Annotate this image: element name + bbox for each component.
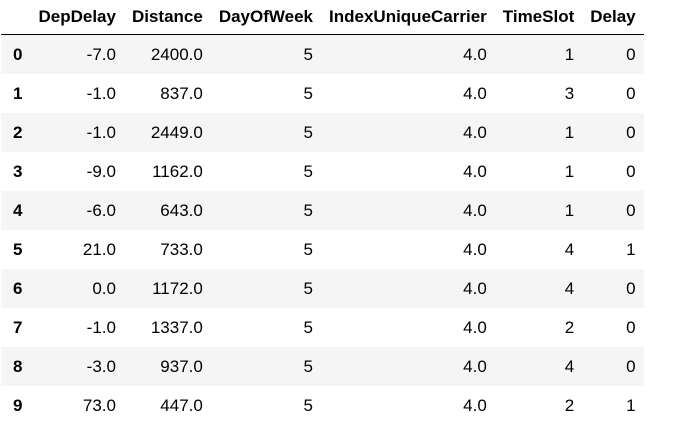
cell-depdelay: -1.0 [86,318,116,337]
cell-indexuniquecarrier: 4.0 [463,318,487,337]
cell-distance: 2449.0 [150,123,203,142]
cell-delay: 0 [626,45,636,64]
row-index: 2 [13,123,23,142]
cell-distance: 1162.0 [152,162,203,181]
cell-distance: 1172.0 [152,279,203,298]
table-row: 4 -6.0 643.0 5 4.0 1 0 [1,191,644,230]
cell-dayofweek: 5 [303,123,314,142]
table-body: 0 -7.0 2400.0 5 4.0 1 0 1 -1.0 837.0 5 4.0 3 0 2 -1.0 24… [1,34,644,425]
cell-depdelay: -7.0 [86,45,116,64]
cell-dayofweek: 5 [303,357,314,376]
cell-depdelay: -3.0 [86,357,116,376]
table-row: 3 -9.0 1162.0 5 4.0 1 0 [1,152,644,191]
cell-dayofweek: 5 [303,396,314,415]
cell-indexuniquecarrier: 4.0 [463,279,487,298]
row-index: 9 [13,396,23,415]
column-header-dayofweek: DayOfWeek [210,0,322,35]
cell-timeslot: 1 [564,162,575,181]
cell-delay: 0 [626,357,636,376]
cell-distance: 837.0 [160,84,203,103]
column-header-indexuniquecarrier: IndexUniqueCarrier [321,0,495,35]
cell-dayofweek: 5 [303,162,314,181]
cell-timeslot: 4 [564,279,575,298]
cell-timeslot: 4 [564,240,575,259]
cell-delay: 0 [626,123,636,142]
cell-indexuniquecarrier: 4.0 [463,240,487,259]
cell-dayofweek: 5 [303,240,314,259]
cell-dayofweek: 5 [303,279,314,298]
dataframe-table: DepDelay Distance DayOfWeek IndexUniqueC… [1,0,644,425]
cell-delay: 0 [626,84,636,103]
row-index: 7 [13,318,23,337]
cell-timeslot: 2 [564,318,575,337]
cell-depdelay: 73.0 [82,396,116,415]
column-header-distance: Distance [123,0,211,35]
cell-indexuniquecarrier: 4.0 [463,396,487,415]
cell-depdelay: -9.0 [86,162,116,181]
cell-depdelay: 21.0 [82,240,116,259]
cell-dayofweek: 5 [303,84,314,103]
table-row: 9 73.0 447.0 5 4.0 2 1 [1,386,644,425]
row-index: 5 [13,240,23,259]
row-index: 1 [13,84,23,103]
cell-indexuniquecarrier: 4.0 [463,201,487,220]
cell-distance: 447.0 [160,396,203,415]
cell-indexuniquecarrier: 4.0 [463,84,487,103]
cell-distance: 643.0 [160,201,203,220]
cell-delay: 0 [626,318,636,337]
cell-depdelay: 0.0 [92,279,116,298]
cell-indexuniquecarrier: 4.0 [463,45,487,64]
table-row: 2 -1.0 2449.0 5 4.0 1 0 [1,113,644,152]
cell-timeslot: 4 [564,357,575,376]
cell-timeslot: 3 [564,84,575,103]
cell-delay: 0 [626,162,636,181]
row-index: 3 [13,162,23,181]
column-header-delay: Delay [582,0,644,35]
cell-indexuniquecarrier: 4.0 [463,162,487,181]
column-header-timeslot: TimeSlot [494,0,583,35]
cell-delay: 0 [626,201,636,220]
index-header [1,0,31,35]
table-row: 0 -7.0 2400.0 5 4.0 1 0 [1,34,644,74]
cell-timeslot: 2 [564,396,575,415]
column-header-depdelay: DepDelay [30,0,124,35]
cell-indexuniquecarrier: 4.0 [463,123,487,142]
cell-distance: 937.0 [160,357,203,376]
table-row: 1 -1.0 837.0 5 4.0 3 0 [1,74,644,113]
row-index: 0 [13,45,23,64]
cell-dayofweek: 5 [303,45,314,64]
table-row: 5 21.0 733.0 5 4.0 4 1 [1,230,644,269]
cell-delay: 1 [626,240,636,259]
cell-delay: 0 [626,279,636,298]
cell-indexuniquecarrier: 4.0 [463,357,487,376]
table-row: 6 0.0 1172.0 5 4.0 4 0 [1,269,644,308]
cell-distance: 733.0 [160,240,203,259]
cell-timeslot: 1 [564,123,575,142]
cell-distance: 1337.0 [150,318,203,337]
cell-delay: 1 [626,396,636,415]
cell-depdelay: -6.0 [86,201,116,220]
header-row: DepDelay Distance DayOfWeek IndexUniqueC… [1,0,644,35]
cell-dayofweek: 5 [303,201,314,220]
row-index: 4 [13,201,23,220]
cell-timeslot: 1 [564,201,575,220]
cell-timeslot: 1 [564,45,575,64]
table-row: 8 -3.0 937.0 5 4.0 4 0 [1,347,644,386]
row-index: 8 [13,357,23,376]
cell-depdelay: -1.0 [86,123,116,142]
table-row: 7 -1.0 1337.0 5 4.0 2 0 [1,308,644,347]
row-index: 6 [13,279,23,298]
cell-dayofweek: 5 [303,318,314,337]
cell-distance: 2400.0 [150,45,203,64]
cell-depdelay: -1.0 [86,84,116,103]
